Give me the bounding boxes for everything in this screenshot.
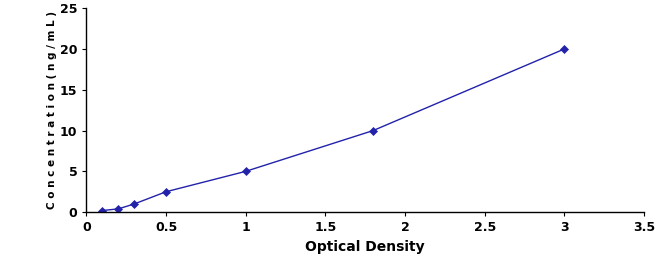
X-axis label: Optical Density: Optical Density [305,240,425,254]
Y-axis label: C o n c e n t r a t i o n ( n g / m L ): C o n c e n t r a t i o n ( n g / m L ) [47,11,57,209]
